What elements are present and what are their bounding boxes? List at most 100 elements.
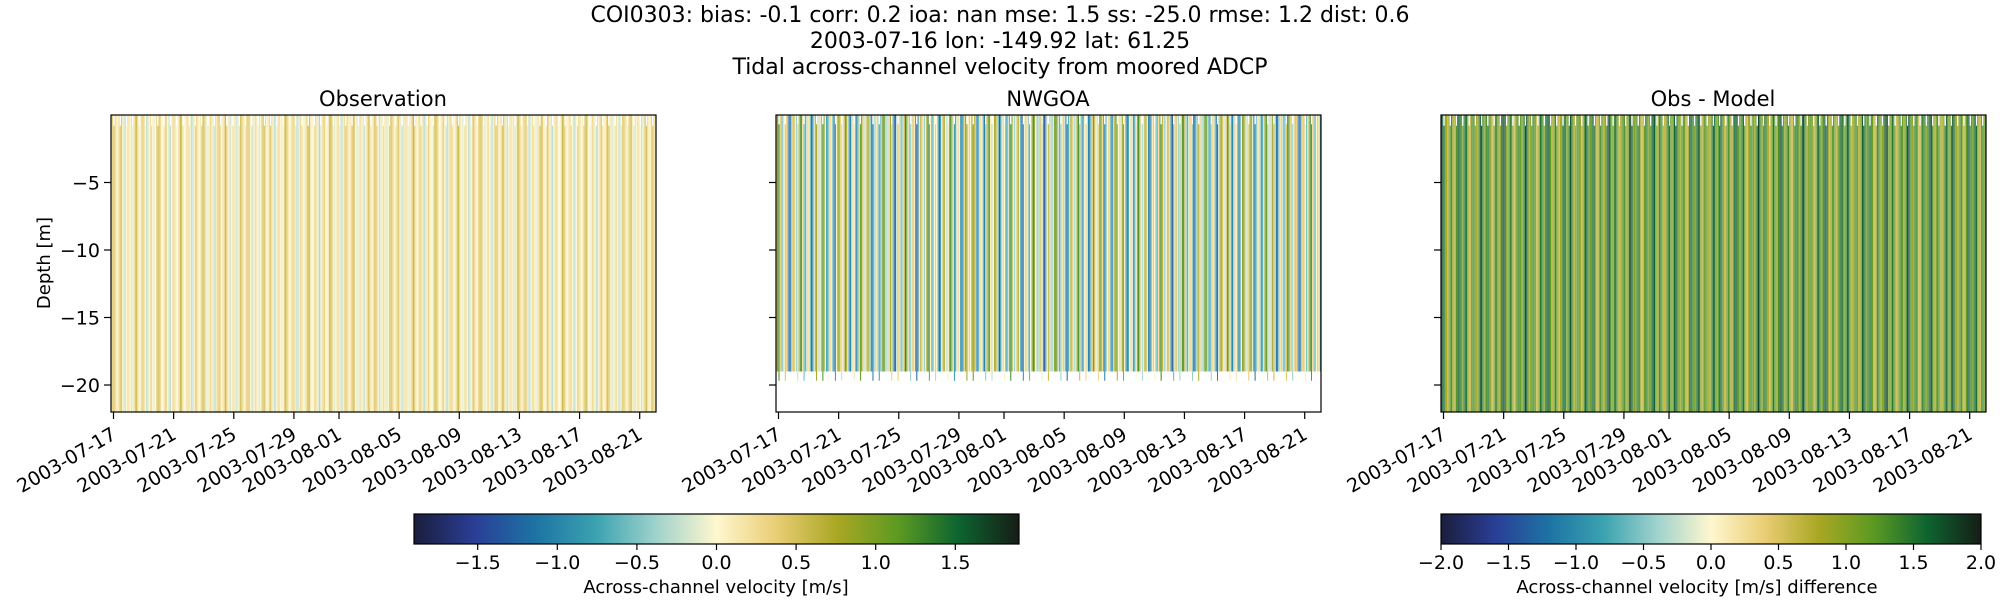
heatmap-column [1191,124,1193,381]
heatmap-column [223,115,225,412]
heatmap-column [1679,115,1681,412]
heatmap-column [937,115,939,372]
heatmap-column [981,115,983,372]
heatmap-column [635,115,637,412]
heatmap-column [1967,115,1969,412]
heatmap-column [156,115,158,412]
heatmap-column [464,125,466,412]
heatmap-column [382,125,384,412]
heatmap-column [530,115,532,412]
heatmap-column [176,125,178,412]
heatmap-column [401,125,403,412]
heatmap-column [1869,125,1871,412]
heatmap-column [424,115,426,412]
heatmap-column [1084,115,1086,372]
heatmap-column [137,115,139,412]
heatmap-column [1846,115,1848,412]
heatmap-column [857,115,859,372]
heatmap-column [1695,115,1697,412]
heatmap-column [407,125,409,412]
heatmap-column [1294,115,1296,372]
heatmap-column [226,125,228,412]
heatmap-column [1014,115,1016,372]
heatmap-column [995,115,997,372]
heatmap-column [1755,115,1757,412]
heatmap-column [285,115,287,412]
heatmap-column [862,115,864,372]
heatmap-column [1694,125,1696,412]
heatmap-column [1949,115,1951,412]
heatmap-column [1907,125,1909,412]
heatmap-column [260,115,262,412]
heatmap-column [339,125,341,412]
heatmap-column [1932,125,1934,412]
heatmap-column [480,115,482,412]
heatmap-column [812,115,814,372]
heatmap-column [819,115,821,372]
heatmap-column [124,115,126,412]
heatmap-column [361,115,363,412]
heatmap-column [187,115,189,412]
heatmap-column [1120,115,1122,372]
heatmap-column [1898,115,1900,412]
heatmap-column [1760,115,1762,412]
heatmap-column [1479,115,1481,412]
heatmap-column [431,115,433,412]
heatmap-column [1183,115,1185,372]
heatmap-column [1811,115,1813,412]
heatmap-column [191,115,193,412]
heatmap-column [1123,124,1125,381]
heatmap-column [131,115,133,412]
heatmap-column [1064,115,1066,372]
heatmap-column [1243,115,1245,372]
heatmap-column [1546,115,1548,412]
heatmap-column [1770,115,1772,412]
heatmap-column [1883,115,1885,412]
heatmap-column [1904,115,1906,412]
heatmap-column [458,125,460,412]
heatmap-column [1444,115,1446,412]
heatmap-column [207,125,209,412]
heatmap-column [186,115,188,412]
heatmap-column [233,115,235,412]
heatmap-column [613,115,615,412]
heatmap-column [1983,115,1985,412]
heatmap-column [1074,115,1076,372]
heatmap-column [302,115,304,412]
heatmap-column [1696,115,1698,412]
heatmap-column [427,115,429,412]
heatmap-column [192,115,194,412]
heatmap-column [410,115,412,412]
heatmap-column [374,115,376,412]
heatmap-column [1069,115,1071,372]
heatmap-column [473,115,475,412]
heatmap-column [918,115,920,372]
heatmap-column [828,115,830,372]
heatmap-column [465,115,467,412]
heatmap-column [1209,115,1211,372]
figure-title-line-2: 2003-07-16 lon: -149.92 lat: 61.25 [810,29,1190,54]
heatmap-column [1262,115,1264,372]
heatmap-column [1596,115,1598,412]
heatmap-column [290,115,292,412]
heatmap-column [1650,125,1652,412]
heatmap-column [1476,115,1478,412]
heatmap-column [493,115,495,412]
heatmap-column [824,115,826,372]
heatmap-column [1504,115,1506,412]
heatmap-column [1106,115,1108,372]
heatmap-column [568,115,570,412]
heatmap-column [1925,125,1927,412]
heatmap-column [1661,115,1663,412]
heatmap-column [817,115,819,372]
heatmap-column [1198,124,1200,381]
heatmap-column [942,115,944,372]
heatmap-column [895,115,897,372]
heatmap-column [1552,115,1554,412]
heatmap-column [409,115,411,412]
heatmap-column [317,115,319,412]
heatmap-column [1652,115,1654,412]
heatmap-column [366,115,368,412]
heatmap-column [1819,125,1821,412]
heatmap-column [367,115,369,412]
